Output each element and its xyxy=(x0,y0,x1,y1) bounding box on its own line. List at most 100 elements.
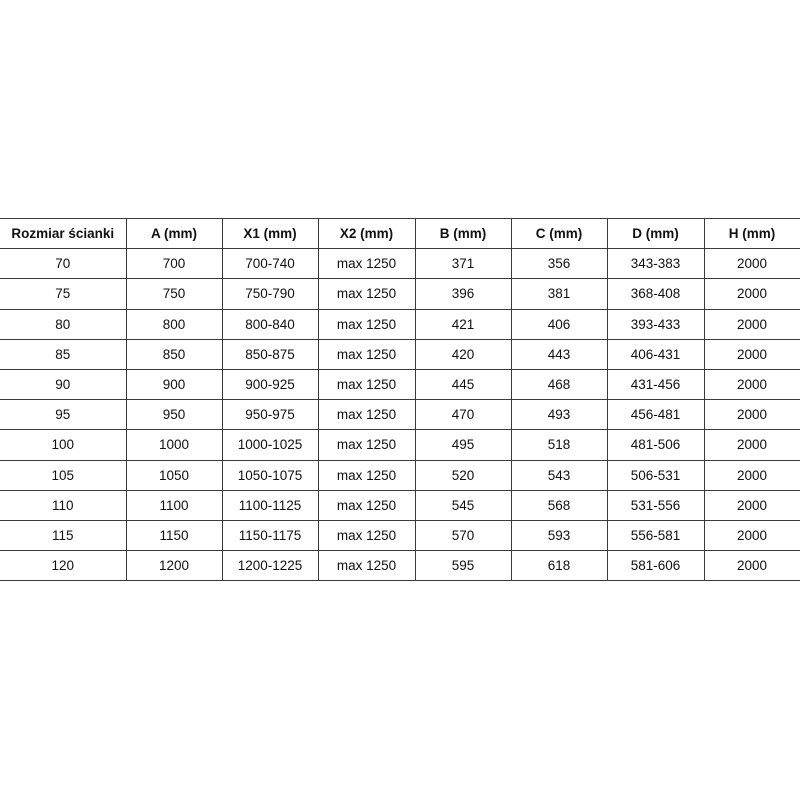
table-cell: 581-606 xyxy=(606,550,705,582)
table-cell: 850 xyxy=(125,338,223,370)
table-cell: 368-408 xyxy=(606,278,705,310)
table-cell: max 1250 xyxy=(317,429,416,461)
table-cell: 381 xyxy=(510,278,608,310)
table-cell: 800-840 xyxy=(221,308,319,340)
table-cell: max 1250 xyxy=(317,459,416,491)
table-cell: 1100 xyxy=(125,489,223,521)
table-cell: 343-383 xyxy=(606,248,705,280)
column-header: C (mm) xyxy=(510,217,608,250)
table-cell: 1000 xyxy=(125,429,223,461)
table-cell: 1150-1175 xyxy=(221,519,319,552)
table-cell: 396 xyxy=(414,278,512,310)
table-cell: 900 xyxy=(125,368,223,401)
table-cell: 80 xyxy=(0,308,127,340)
table-cell: 105 xyxy=(0,459,127,491)
table-row: 105 1050 1050-1075 max 1250 520 543 506-531 200… xyxy=(0,459,800,491)
table-cell: 950-975 xyxy=(221,399,319,431)
table-row: 95 950 950-975 max 1250 470 493 456-481 2000 xyxy=(0,399,800,431)
table-cell: max 1250 xyxy=(317,399,416,431)
table-cell: 1050-1075 xyxy=(221,459,319,491)
table-cell: 431-456 xyxy=(606,368,705,401)
table-cell: 750-790 xyxy=(221,278,319,310)
table-cell: 531-556 xyxy=(606,489,705,521)
table-row: 90 900 900-925 max 1250 445 468 431-456 2000 xyxy=(0,368,800,401)
table-cell: 421 xyxy=(414,308,512,340)
table-cell: max 1250 xyxy=(317,308,416,340)
table-cell: 2000 xyxy=(703,248,800,280)
table-cell: 420 xyxy=(414,338,512,370)
table-cell: max 1250 xyxy=(317,248,416,280)
table-cell: max 1250 xyxy=(317,489,416,521)
table-cell: 2000 xyxy=(703,459,800,491)
table-cell: 393-433 xyxy=(606,308,705,340)
table-cell: 456-481 xyxy=(606,399,705,431)
table-cell: 110 xyxy=(0,489,127,521)
table-cell: 2000 xyxy=(703,489,800,521)
table-cell: 800 xyxy=(125,308,223,340)
table-cell: 1200 xyxy=(125,550,223,582)
table-cell: max 1250 xyxy=(317,519,416,552)
table-cell: 356 xyxy=(510,248,608,280)
table-cell: 120 xyxy=(0,550,127,582)
table-cell: 468 xyxy=(510,368,608,401)
table-cell: 493 xyxy=(510,399,608,431)
table-cell: max 1250 xyxy=(317,338,416,370)
table-cell: max 1250 xyxy=(317,550,416,582)
table-cell: 700-740 xyxy=(221,248,319,280)
table-cell: 1200-1225 xyxy=(221,550,319,582)
column-header: X2 (mm) xyxy=(317,217,416,250)
table-row: 100 1000 1000-1025 max 1250 495 518 481-506 200… xyxy=(0,429,800,461)
table-cell: max 1250 xyxy=(317,368,416,401)
table-cell: 595 xyxy=(414,550,512,582)
table-row: 120 1200 1200-1225 max 1250 595 618 581-606 200… xyxy=(0,550,800,582)
table-cell: 2000 xyxy=(703,278,800,310)
table-cell: 95 xyxy=(0,399,127,431)
table-cell: 2000 xyxy=(703,429,800,461)
table-cell: 1150 xyxy=(125,519,223,552)
column-header: H (mm) xyxy=(703,217,800,250)
table-cell: 2000 xyxy=(703,519,800,552)
table-row: 110 1100 1100-1125 max 1250 545 568 531-556 200… xyxy=(0,489,800,521)
table-row: 80 800 800-840 max 1250 421 406 393-433 2000 xyxy=(0,308,800,340)
table-cell: 2000 xyxy=(703,550,800,582)
table-cell: 556-581 xyxy=(606,519,705,552)
table-cell: 100 xyxy=(0,429,127,461)
table-cell: 700 xyxy=(125,248,223,280)
table-row: 115 1150 1150-1175 max 1250 570 593 556-581 200… xyxy=(0,519,800,552)
table-cell: 570 xyxy=(414,519,512,552)
table-cell: 1100-1125 xyxy=(221,489,319,521)
table-cell: 520 xyxy=(414,459,512,491)
table-cell: 443 xyxy=(510,338,608,370)
table-cell: 506-531 xyxy=(606,459,705,491)
table-cell: 1050 xyxy=(125,459,223,491)
table-cell: 371 xyxy=(414,248,512,280)
column-header: B (mm) xyxy=(414,217,512,250)
table-cell: 481-506 xyxy=(606,429,705,461)
table-cell: 1000-1025 xyxy=(221,429,319,461)
column-header: Rozmiar ścianki xyxy=(0,217,127,250)
table-cell: 593 xyxy=(510,519,608,552)
dimensions-table: Rozmiar ścianki A (mm) X1 (mm) X2 (mm) B (mm… xyxy=(0,217,800,582)
table-cell: 90 xyxy=(0,368,127,401)
table-cell: 950 xyxy=(125,399,223,431)
table-row: 70 700 700-740 max 1250 371 356 343-383 2000 xyxy=(0,248,800,280)
table-cell: 495 xyxy=(414,429,512,461)
table-cell: max 1250 xyxy=(317,278,416,310)
table-cell: 115 xyxy=(0,519,127,552)
table-cell: 568 xyxy=(510,489,608,521)
table-row: 85 850 850-875 max 1250 420 443 406-431 2000 xyxy=(0,338,800,370)
table-cell: 70 xyxy=(0,248,127,280)
table-cell: 543 xyxy=(510,459,608,491)
table-cell: 900-925 xyxy=(221,368,319,401)
table-cell: 406-431 xyxy=(606,338,705,370)
table-cell: 2000 xyxy=(703,338,800,370)
header-row: Rozmiar ścianki A (mm) X1 (mm) X2 (mm) B (mm… xyxy=(0,217,800,250)
table-cell: 85 xyxy=(0,338,127,370)
table-cell: 518 xyxy=(510,429,608,461)
table-cell: 445 xyxy=(414,368,512,401)
table-cell: 850-875 xyxy=(221,338,319,370)
table-cell: 2000 xyxy=(703,368,800,401)
column-header: D (mm) xyxy=(606,217,705,250)
column-header: X1 (mm) xyxy=(221,217,319,250)
table-cell: 470 xyxy=(414,399,512,431)
